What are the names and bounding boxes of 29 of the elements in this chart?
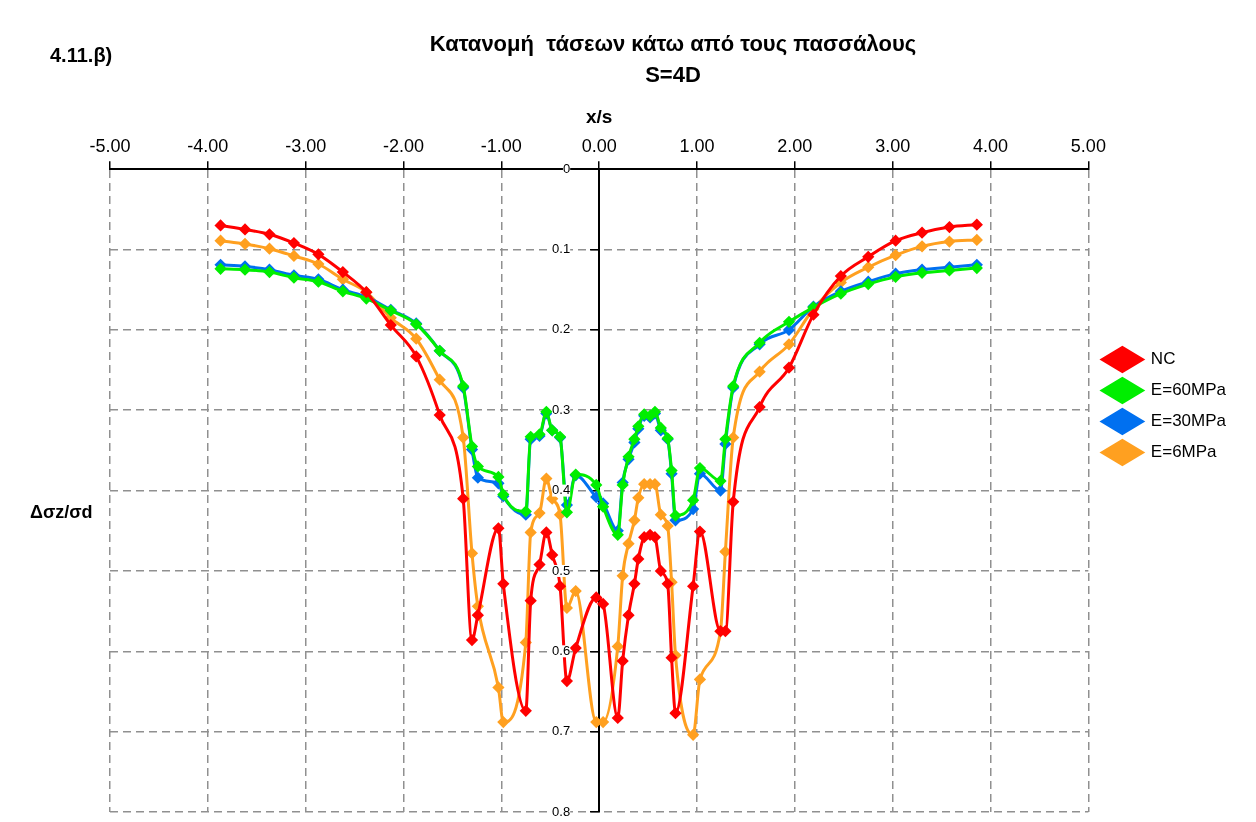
y-axis-title: Δσz/σd bbox=[30, 502, 93, 523]
y-tick-label: 0.5 bbox=[552, 562, 571, 578]
x-tick-label: 5.00 bbox=[1070, 136, 1106, 157]
x-tick-label: -4.00 bbox=[187, 136, 229, 157]
legend-label: NC bbox=[1150, 349, 1176, 369]
x-tick-label: -1.00 bbox=[480, 136, 522, 157]
y-tick-label: 0.6 bbox=[552, 642, 571, 658]
x-tick-label: 0.00 bbox=[581, 136, 617, 157]
x-axis-title: x/s bbox=[585, 106, 613, 128]
y-tick-label: 0.3 bbox=[552, 401, 571, 417]
x-tick-label: -3.00 bbox=[285, 136, 327, 157]
chart-subtitle: S=4D bbox=[645, 61, 701, 87]
chart-title: Κατανομή τάσεων κάτω από τους πασσάλους bbox=[429, 31, 917, 57]
y-tick-label: 0.8 bbox=[552, 803, 571, 819]
y-tick-label: 0.4 bbox=[552, 482, 571, 498]
y-tick-label: 0.7 bbox=[552, 723, 571, 739]
y-tick-label: 0.1 bbox=[552, 241, 571, 257]
y-tick-label: 0 bbox=[562, 160, 571, 176]
legend-label: E=60MPa bbox=[1150, 380, 1227, 400]
y-tick-label: 0.2 bbox=[552, 321, 571, 337]
x-tick-label: 1.00 bbox=[679, 136, 715, 157]
x-tick-label: -2.00 bbox=[383, 136, 425, 157]
legend-label: E=6MPa bbox=[1150, 442, 1218, 462]
x-tick-label: 4.00 bbox=[973, 136, 1009, 157]
x-tick-label: 2.00 bbox=[777, 136, 813, 157]
x-tick-label: 3.00 bbox=[875, 136, 911, 157]
legend-label: E=30MPa bbox=[1150, 411, 1227, 431]
text: 4.11.β) bbox=[50, 44, 113, 67]
x-tick-label: -5.00 bbox=[89, 136, 131, 157]
